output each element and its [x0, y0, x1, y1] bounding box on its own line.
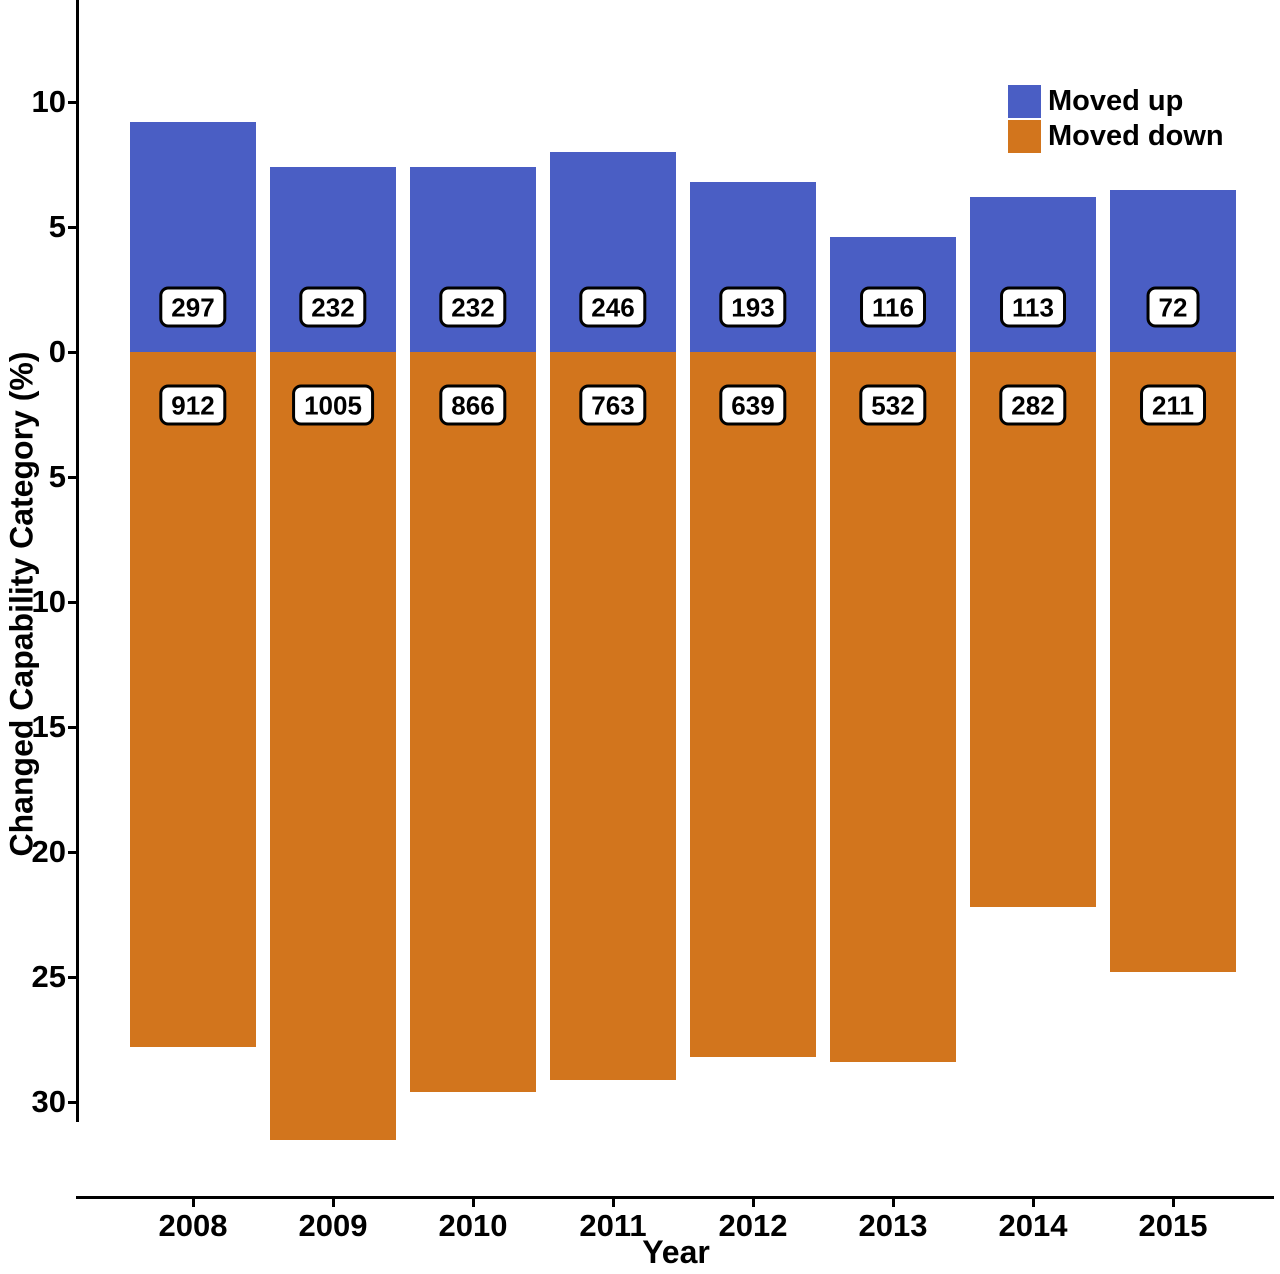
y-tick-mark-6: [68, 850, 77, 854]
x-tick-2010: [471, 1198, 475, 1207]
y-axis-line: [76, 0, 79, 1122]
x-tick-2012: [751, 1198, 755, 1207]
legend-item-moved-up: Moved up: [1008, 84, 1224, 119]
y-tick-label-4: 10: [31, 584, 66, 619]
y-tick-mark-8: [68, 1100, 77, 1104]
count-label-2013-up: 116: [860, 286, 926, 328]
y-axis-title: Changed Capability Category (%): [3, 351, 40, 857]
x-tick-2009: [331, 1198, 335, 1207]
y-tick-label-7: 25: [31, 959, 66, 994]
bar-2012-moved-down: [690, 352, 816, 1057]
bar-2011-moved-down: [550, 352, 676, 1080]
count-label-2013-down: 532: [859, 384, 927, 426]
legend-label-moved-down: Moved down: [1048, 120, 1224, 152]
year-label-2014: 2014: [998, 1208, 1068, 1243]
bar-2009-moved-down: [270, 352, 396, 1140]
count-label-2010-up: 232: [439, 286, 507, 328]
y-tick-mark-2: [68, 350, 77, 354]
x-tick-2015: [1171, 1198, 1175, 1207]
y-tick-mark-7: [68, 975, 77, 979]
year-label-2008: 2008: [158, 1208, 228, 1243]
count-label-2008-down: 912: [159, 384, 227, 426]
legend-item-moved-down: Moved down: [1008, 119, 1224, 154]
y-tick-label-6: 20: [31, 834, 66, 869]
y-tick-label-5: 15: [31, 709, 66, 744]
bar-2015-moved-up: [1110, 189, 1236, 352]
y-tick-label-8: 30: [31, 1084, 66, 1119]
count-label-2015-down: 211: [1140, 384, 1206, 426]
year-label-2009: 2009: [298, 1208, 368, 1243]
year-label-2010: 2010: [438, 1208, 508, 1243]
y-tick-label-2: 0: [48, 334, 66, 369]
count-label-2012-up: 193: [719, 286, 787, 328]
legend-swatch-moved-up: [1008, 85, 1041, 118]
count-label-2011-up: 246: [579, 286, 647, 328]
bar-2015-moved-down: [1110, 352, 1236, 972]
count-label-2014-down: 282: [999, 384, 1067, 426]
y-tick-label-1: 5: [48, 209, 66, 244]
legend-label-moved-up: Moved up: [1048, 85, 1184, 117]
count-label-2015-up: 72: [1146, 286, 1200, 328]
bar-2010-moved-down: [410, 352, 536, 1092]
count-label-2008-up: 297: [159, 286, 227, 328]
x-tick-2008: [191, 1198, 195, 1207]
y-tick-mark-3: [68, 475, 77, 479]
bar-2013-moved-down: [830, 352, 956, 1062]
y-tick-mark-5: [68, 725, 77, 729]
bar-2014-moved-up: [970, 197, 1096, 352]
bar-2008-moved-down: [130, 352, 256, 1047]
year-label-2013: 2013: [858, 1208, 928, 1243]
x-axis-title: Year: [642, 1234, 710, 1270]
y-tick-label-0: 10: [31, 84, 66, 119]
legend-swatch-moved-down: [1008, 120, 1041, 153]
count-label-2009-down: 1005: [292, 384, 374, 426]
count-label-2009-up: 232: [299, 286, 367, 328]
x-axis-line: [76, 1196, 1274, 1199]
year-label-2011: 2011: [579, 1208, 647, 1243]
count-label-2012-down: 639: [719, 384, 787, 426]
count-label-2014-up: 113: [1000, 286, 1066, 328]
x-tick-2013: [891, 1198, 895, 1207]
legend: Moved up Moved down: [1008, 84, 1224, 154]
count-label-2010-down: 866: [439, 384, 507, 426]
bar-2014-moved-down: [970, 352, 1096, 907]
x-tick-2014: [1031, 1198, 1035, 1207]
y-tick-label-3: 5: [48, 459, 66, 494]
y-tick-mark-0: [68, 100, 77, 104]
year-label-2012: 2012: [718, 1208, 788, 1243]
y-tick-mark-1: [68, 225, 77, 229]
count-label-2011-down: 763: [579, 384, 647, 426]
x-tick-2011: [611, 1198, 615, 1207]
year-label-2015: 2015: [1138, 1208, 1208, 1243]
y-tick-mark-4: [68, 600, 77, 604]
